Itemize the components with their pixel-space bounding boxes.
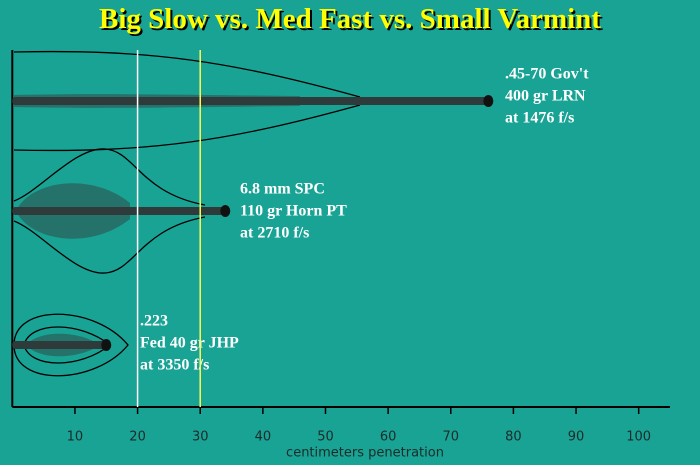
- x-tick-label: 100: [626, 430, 651, 445]
- x-tick-label: 50: [317, 430, 334, 445]
- x-tick-label: 40: [255, 430, 272, 445]
- x-tick-label: 10: [67, 430, 84, 445]
- chart-title: Big Slow vs. Med Fast vs. Small Varmint: [99, 3, 601, 35]
- wound-track: [12, 207, 226, 215]
- profile-label: Fed 40 gr JHP: [140, 335, 239, 352]
- bullet: [220, 205, 231, 217]
- x-tick-label: 20: [129, 430, 146, 445]
- x-tick-label: 60: [380, 430, 397, 445]
- x-tick-label: 70: [442, 430, 459, 445]
- profile-label: 400 gr LRN: [505, 88, 586, 105]
- wound-track: [12, 341, 107, 349]
- bullet: [101, 339, 112, 351]
- profile-label: .45-70 Gov't: [505, 66, 589, 83]
- x-axis-title: centimeters penetration: [286, 446, 444, 461]
- cavity-outline: [13, 148, 206, 274]
- wound-track: [12, 97, 489, 105]
- bullet: [483, 95, 494, 107]
- x-tick-label: 80: [505, 430, 522, 445]
- profile-label: at 1476 f/s: [505, 110, 574, 127]
- profile-label: 110 gr Horn PT: [240, 203, 347, 220]
- profile-label: 6.8 mm SPC: [240, 181, 325, 198]
- x-tick-label: 30: [192, 430, 209, 445]
- profile-label: at 2710 f/s: [240, 225, 309, 242]
- profile-label: .223: [140, 313, 168, 330]
- profile-label: at 3350 f/s: [140, 357, 209, 374]
- cavity-outline: [13, 50, 361, 152]
- x-tick-label: 90: [568, 430, 585, 445]
